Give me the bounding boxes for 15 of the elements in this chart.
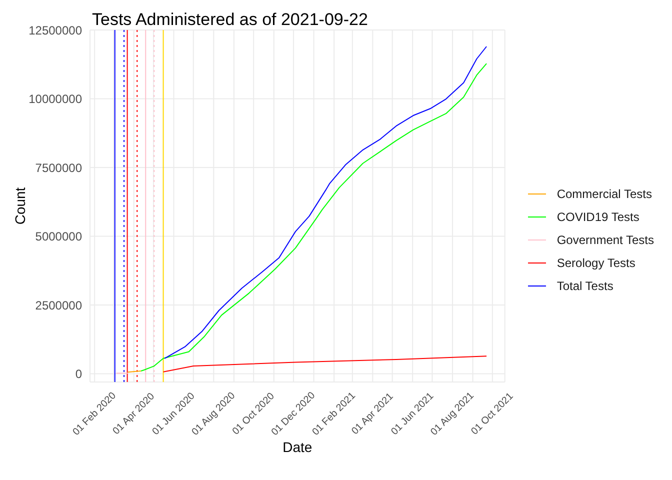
legend-label: Total Tests [556, 279, 614, 293]
y-tick-label: 5000000 [35, 230, 82, 244]
y-tick-label: 2500000 [35, 298, 82, 312]
x-axis-title: Date [282, 439, 312, 455]
legend-label: Commercial Tests [556, 187, 652, 201]
y-tick-label: 10000000 [28, 92, 82, 106]
line-series [162, 356, 488, 372]
y-tick-label: 12500000 [28, 23, 82, 38]
legend-label: Government Tests [556, 233, 654, 247]
chart-title: Tests Administered as of 2021-09-22 [92, 10, 368, 30]
legend-label: Serology Tests [556, 256, 636, 270]
y-axis-title: Count [12, 187, 28, 225]
legend-label: COVID19 Tests [556, 210, 640, 224]
y-tick-label: 7500000 [35, 160, 82, 175]
y-tick-label: 0 [75, 367, 82, 382]
